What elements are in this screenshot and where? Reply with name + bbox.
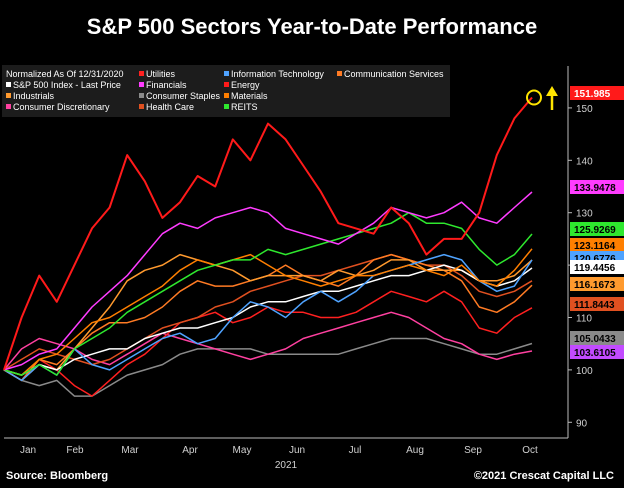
y-tick-label: 150 bbox=[576, 104, 593, 115]
legend-swatch bbox=[224, 71, 229, 76]
highlight-circle bbox=[526, 89, 542, 106]
y-tick-label: 90 bbox=[576, 418, 588, 429]
value-badge-label: 111.8443 bbox=[574, 300, 615, 311]
legend-entry: Energy bbox=[231, 80, 260, 90]
value-badge bbox=[570, 297, 624, 311]
end-labels: 151.985133.9478125.9269123.1164120.67761… bbox=[570, 86, 624, 359]
copyright-note: ©2021 Crescat Capital LLC bbox=[473, 470, 614, 482]
legend-swatch bbox=[6, 93, 11, 98]
legend-entry: Industrials bbox=[13, 91, 55, 101]
x-tick-label: Jun bbox=[289, 445, 305, 456]
legend-entry: Consumer Staples bbox=[146, 91, 221, 101]
legend-swatch bbox=[337, 71, 342, 76]
legend-entry: Information Technology bbox=[231, 69, 324, 79]
legend-swatch bbox=[224, 82, 229, 87]
legend-entry: REITS bbox=[231, 102, 258, 112]
series-line-consumer-staples bbox=[3, 337, 533, 397]
legend-swatch bbox=[6, 104, 11, 109]
series-lines bbox=[3, 96, 533, 397]
legend-entry: Communication Services bbox=[344, 69, 444, 79]
value-badge-label: 133.9478 bbox=[574, 183, 616, 194]
up-arrow-head bbox=[546, 86, 558, 96]
value-badge bbox=[570, 331, 624, 345]
value-badge-label: 103.6105 bbox=[574, 348, 616, 359]
x-axis-label: 2021 bbox=[275, 460, 298, 471]
legend-entry: Normalized As Of 12/31/2020 bbox=[6, 69, 124, 79]
series-line-reits bbox=[3, 211, 533, 376]
x-tick-label: Sep bbox=[464, 445, 482, 456]
legend-entry: S&P 500 Index - Last Price bbox=[13, 80, 121, 90]
x-tick-label: Aug bbox=[406, 445, 424, 456]
series-line-consumer-discretionary bbox=[3, 311, 533, 371]
series-line-s-p-500-index-last-price bbox=[3, 264, 533, 376]
legend-swatch bbox=[139, 104, 144, 109]
x-tick-label: Feb bbox=[66, 445, 84, 456]
y-tick-label: 110 bbox=[576, 313, 592, 324]
legend-entry: Consumer Discretionary bbox=[13, 102, 110, 112]
value-badge bbox=[570, 260, 624, 274]
series-line-energy bbox=[3, 96, 533, 371]
legend-swatch bbox=[139, 82, 144, 87]
x-tick-label: May bbox=[233, 445, 252, 456]
value-badge bbox=[570, 180, 624, 194]
x-tick-label: Jan bbox=[20, 445, 36, 456]
legend-entry: Financials bbox=[146, 80, 187, 90]
legend-swatch bbox=[224, 93, 229, 98]
value-badge bbox=[570, 222, 624, 236]
legend-entry: Materials bbox=[231, 91, 268, 101]
axes: 90100110120130140150JanFebMarAprMayJunJu… bbox=[4, 66, 593, 471]
x-tick-label: Jul bbox=[349, 445, 362, 456]
series-line-health-care bbox=[3, 253, 533, 371]
series-line-industrials bbox=[3, 253, 533, 382]
value-badge bbox=[570, 345, 624, 359]
series-line-materials bbox=[3, 248, 533, 376]
series-line-information-technology bbox=[3, 253, 533, 382]
series-line-financials bbox=[3, 191, 533, 371]
y-tick-label: 100 bbox=[576, 366, 593, 377]
annotations bbox=[526, 86, 558, 110]
legend-swatch bbox=[224, 104, 229, 109]
value-badge bbox=[570, 86, 624, 100]
value-badge-label: 105.0433 bbox=[574, 334, 616, 345]
legend-entry: Utilities bbox=[146, 69, 176, 79]
x-tick-label: Mar bbox=[121, 445, 139, 456]
source-note: Source: Bloomberg bbox=[6, 470, 109, 482]
legend-swatch bbox=[139, 93, 144, 98]
y-tick-label: 140 bbox=[576, 156, 593, 167]
value-badge-label: 120.6776 bbox=[574, 254, 616, 265]
value-badge-label: 116.1673 bbox=[574, 280, 616, 291]
x-tick-label: Apr bbox=[182, 445, 198, 456]
value-badge bbox=[570, 238, 624, 252]
legend-entry: Health Care bbox=[146, 102, 194, 112]
y-tick-label: 130 bbox=[576, 209, 593, 220]
value-badge-label: 125.9269 bbox=[574, 225, 616, 236]
legend-swatch bbox=[139, 71, 144, 76]
value-badge bbox=[570, 277, 624, 291]
chart-title: S&P 500 Sectors Year-to-Date Performance bbox=[86, 14, 538, 39]
value-badge-label: 151.985 bbox=[574, 89, 611, 100]
value-badge-label: 119.4456 bbox=[574, 263, 616, 274]
value-badge-label: 123.1164 bbox=[574, 241, 616, 252]
legend-swatch bbox=[6, 82, 11, 87]
x-tick-label: Oct bbox=[522, 445, 538, 456]
